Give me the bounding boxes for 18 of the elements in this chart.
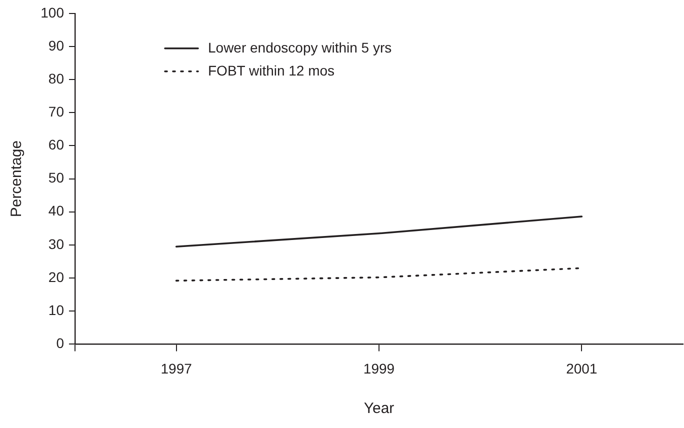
- y-tick-label: 60: [48, 136, 64, 153]
- y-tick-label: 50: [48, 170, 64, 186]
- y-tick-label: 10: [48, 302, 64, 318]
- y-axis-title: Percentage: [8, 140, 26, 218]
- legend-label: Lower endoscopy within 5 yrs: [208, 39, 392, 56]
- x-axis-title: Year: [364, 400, 394, 418]
- x-tick-label: 2001: [566, 360, 598, 376]
- x-tick-label: 1999: [363, 360, 395, 376]
- y-tick-label: 0: [56, 335, 64, 352]
- y-tick-label: 70: [48, 104, 64, 120]
- y-tick-label: 90: [48, 37, 64, 54]
- y-tick-label: 80: [48, 70, 64, 86]
- legend-label: FOBT within 12 mos: [208, 62, 335, 78]
- x-tick-label: 1997: [160, 360, 192, 376]
- y-tick-label: 20: [48, 268, 64, 285]
- y-tick-label: 100: [40, 4, 64, 20]
- y-tick-label: 30: [48, 236, 64, 252]
- y-tick-label: 40: [48, 202, 64, 219]
